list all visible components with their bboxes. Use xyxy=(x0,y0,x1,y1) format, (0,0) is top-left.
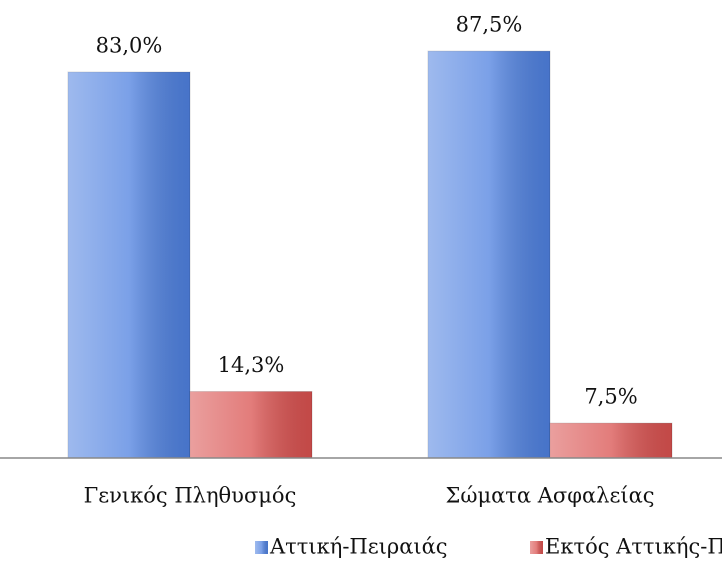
legend-swatch-shine xyxy=(530,541,543,554)
bar-shine xyxy=(550,423,672,458)
value-label: 14,3% xyxy=(218,353,285,377)
value-label: 83,0% xyxy=(96,34,163,58)
legend-label: Αττική-Πειραιάς xyxy=(269,535,448,559)
bar-shine xyxy=(68,72,190,459)
legend-swatch-shine xyxy=(255,541,268,554)
x-tick-label: Γενικός Πληθυσμός xyxy=(84,484,297,508)
bar-shine xyxy=(190,391,312,458)
value-label: 7,5% xyxy=(584,385,637,409)
value-label: 87,5% xyxy=(456,13,523,37)
x-tick-label: Σώματα Ασφαλείας xyxy=(445,484,654,508)
legend-label: Εκτός Αττικής-Πειραιά xyxy=(545,535,722,559)
bar-shine xyxy=(428,51,550,458)
